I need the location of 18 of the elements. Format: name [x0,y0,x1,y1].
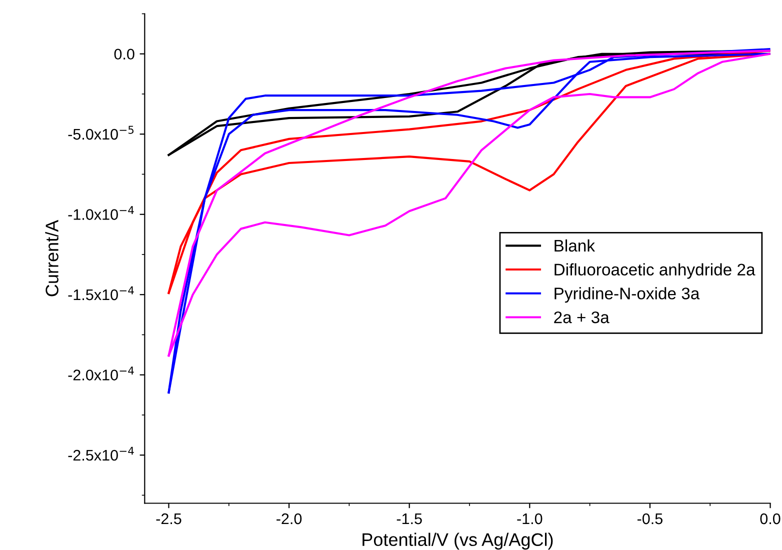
y-tick-label: -1.5x10$^{−4}$ [68,286,134,300]
legend-label: Pyridine-N-oxide 3a [554,287,700,303]
y-tick-label: -5.0x10$^{−5}$ [68,126,134,140]
y-tick-label: -2.0x10$^{−4}$ [68,366,134,380]
y-tick-label: -1.0x10$^{−4}$ [68,206,134,220]
y-axis-title: Current/A [45,220,58,296]
x-tick-label: -1.5 [396,514,422,524]
y-tick-label: -2.5x10$^{−4}$ [68,446,134,461]
legend-label: Difluoroacetic anhydride 2a [554,263,756,279]
x-tick-label: -1.0 [517,513,542,524]
x-tick-label: 0.0 [760,513,780,524]
x-tick-label: -2.0 [276,513,302,524]
x-tick-label: -2.5 [156,513,182,524]
x-axis-title: Potential/V (vs Ag/AgCl) [362,532,553,550]
x-tick-label: -0.5 [637,513,662,524]
legend-label: Blank [554,239,596,252]
y-tick-label: 0.0 [114,48,134,60]
legend-label: 2a + 3a [554,311,610,324]
